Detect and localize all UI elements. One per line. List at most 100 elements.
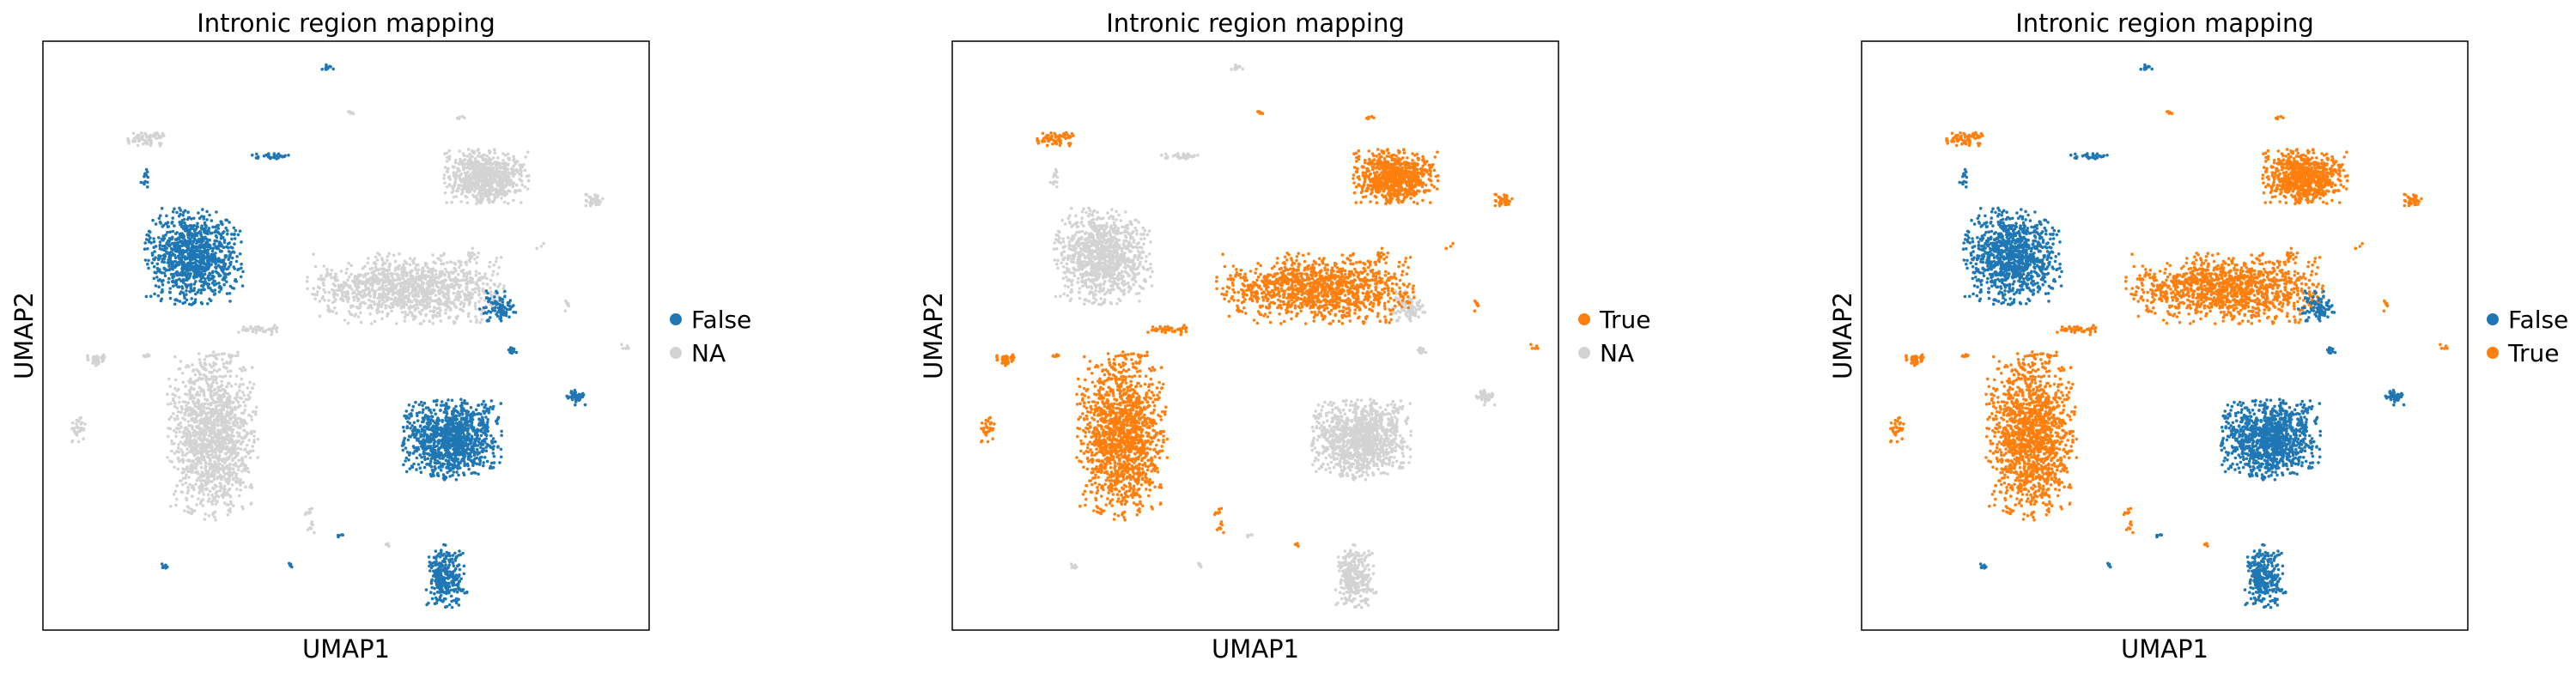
scatter-point: [367, 257, 370, 260]
scatter-point: [235, 452, 240, 456]
scatter-point: [595, 199, 599, 203]
scatter-point: [483, 272, 487, 276]
scatter-point: [149, 230, 152, 234]
scatter-point: [209, 401, 213, 405]
scatter-point: [228, 475, 232, 478]
scatter-point: [241, 382, 245, 386]
scatter-point: [381, 301, 385, 306]
scatter-point: [228, 494, 233, 499]
scatter-point: [489, 185, 493, 189]
scatter-point: [451, 189, 455, 193]
scatter-point: [205, 381, 209, 385]
scatter-point: [188, 260, 192, 264]
scatter-point: [526, 187, 530, 191]
scatter-point: [507, 156, 510, 161]
scatter-point: [436, 311, 440, 315]
scatter-point: [170, 439, 173, 443]
scatter-point: [220, 398, 224, 403]
scatter-point: [210, 452, 214, 457]
scatter-point: [499, 256, 503, 259]
scatter-point: [253, 412, 258, 416]
scatter-point: [254, 409, 258, 414]
scatter-point: [331, 288, 334, 292]
scatter-point: [213, 515, 216, 519]
scatter-point: [220, 447, 224, 451]
scatter-point: [206, 248, 210, 252]
scatter-point: [240, 328, 245, 332]
scatter-point: [453, 284, 457, 288]
scatter-point: [248, 485, 252, 489]
scatter-point: [174, 503, 178, 507]
scatter-point: [457, 259, 461, 264]
scatter-point: [144, 167, 149, 172]
scatter-point: [196, 271, 200, 276]
scatter-point: [470, 160, 473, 163]
scatter-point: [243, 367, 247, 372]
scatter-point: [460, 289, 464, 294]
scatter-point: [455, 117, 459, 120]
scatter-point: [460, 188, 464, 191]
scatter-point: [443, 166, 447, 169]
scatter-point: [386, 314, 389, 318]
scatter-point: [465, 190, 469, 193]
scatter-point: [375, 258, 380, 262]
scatter-point: [162, 260, 167, 264]
scatter-point: [504, 178, 508, 182]
scatter-point: [197, 399, 201, 403]
scatter-point: [197, 427, 202, 431]
scatter-point: [512, 155, 515, 159]
scatter-point: [450, 398, 454, 403]
scatter-point: [239, 488, 243, 492]
scatter-point: [173, 401, 177, 405]
scatter-point: [230, 233, 234, 236]
scatter-point: [206, 246, 210, 249]
scatter-point: [471, 293, 475, 296]
scatter-point: [224, 218, 228, 222]
scatter-point: [363, 272, 368, 276]
scatter-point: [171, 392, 174, 397]
scatter-point: [217, 282, 221, 285]
scatter-point: [246, 386, 250, 390]
scatter-point: [70, 421, 75, 425]
scatter-point: [512, 181, 516, 185]
scatter-point: [574, 393, 579, 397]
scatter-point: [473, 156, 477, 161]
scatter-point: [377, 281, 381, 285]
scatter-point: [181, 248, 185, 252]
scatter-point: [386, 258, 389, 263]
plot-area-1: [42, 40, 650, 631]
scatter-point: [147, 233, 150, 238]
scatter-point: [400, 311, 404, 314]
scatter-point: [442, 283, 446, 287]
scatter-point: [455, 173, 459, 178]
scatter-point: [485, 155, 489, 158]
scatter-point: [223, 440, 227, 444]
scatter-point: [256, 155, 260, 160]
scatter-point: [329, 65, 332, 69]
scatter-point: [236, 350, 240, 355]
scatter-point: [226, 391, 230, 396]
scatter-point: [504, 313, 508, 318]
scatter-point: [462, 180, 466, 185]
scatter-point: [353, 276, 357, 280]
scatter-point: [380, 264, 385, 267]
scatter-point: [203, 424, 206, 428]
scatter-point: [259, 326, 264, 330]
scatter-point: [416, 282, 420, 286]
scatter-point: [471, 149, 474, 153]
scatter-point: [287, 154, 290, 157]
scatter-point: [446, 261, 449, 264]
scatter-point: [349, 312, 354, 317]
scatter-point: [161, 278, 165, 282]
scatter-point: [147, 239, 151, 242]
scatter-point: [196, 391, 199, 394]
scatter-point: [396, 277, 400, 282]
scatter-point: [198, 419, 202, 422]
scatter-point: [237, 458, 240, 463]
scatter-point: [170, 236, 174, 240]
scatter-point: [256, 456, 260, 459]
scatter-point: [146, 175, 150, 179]
scatter-point: [362, 300, 366, 305]
scatter-point: [594, 195, 598, 198]
scatter-point: [463, 171, 467, 175]
